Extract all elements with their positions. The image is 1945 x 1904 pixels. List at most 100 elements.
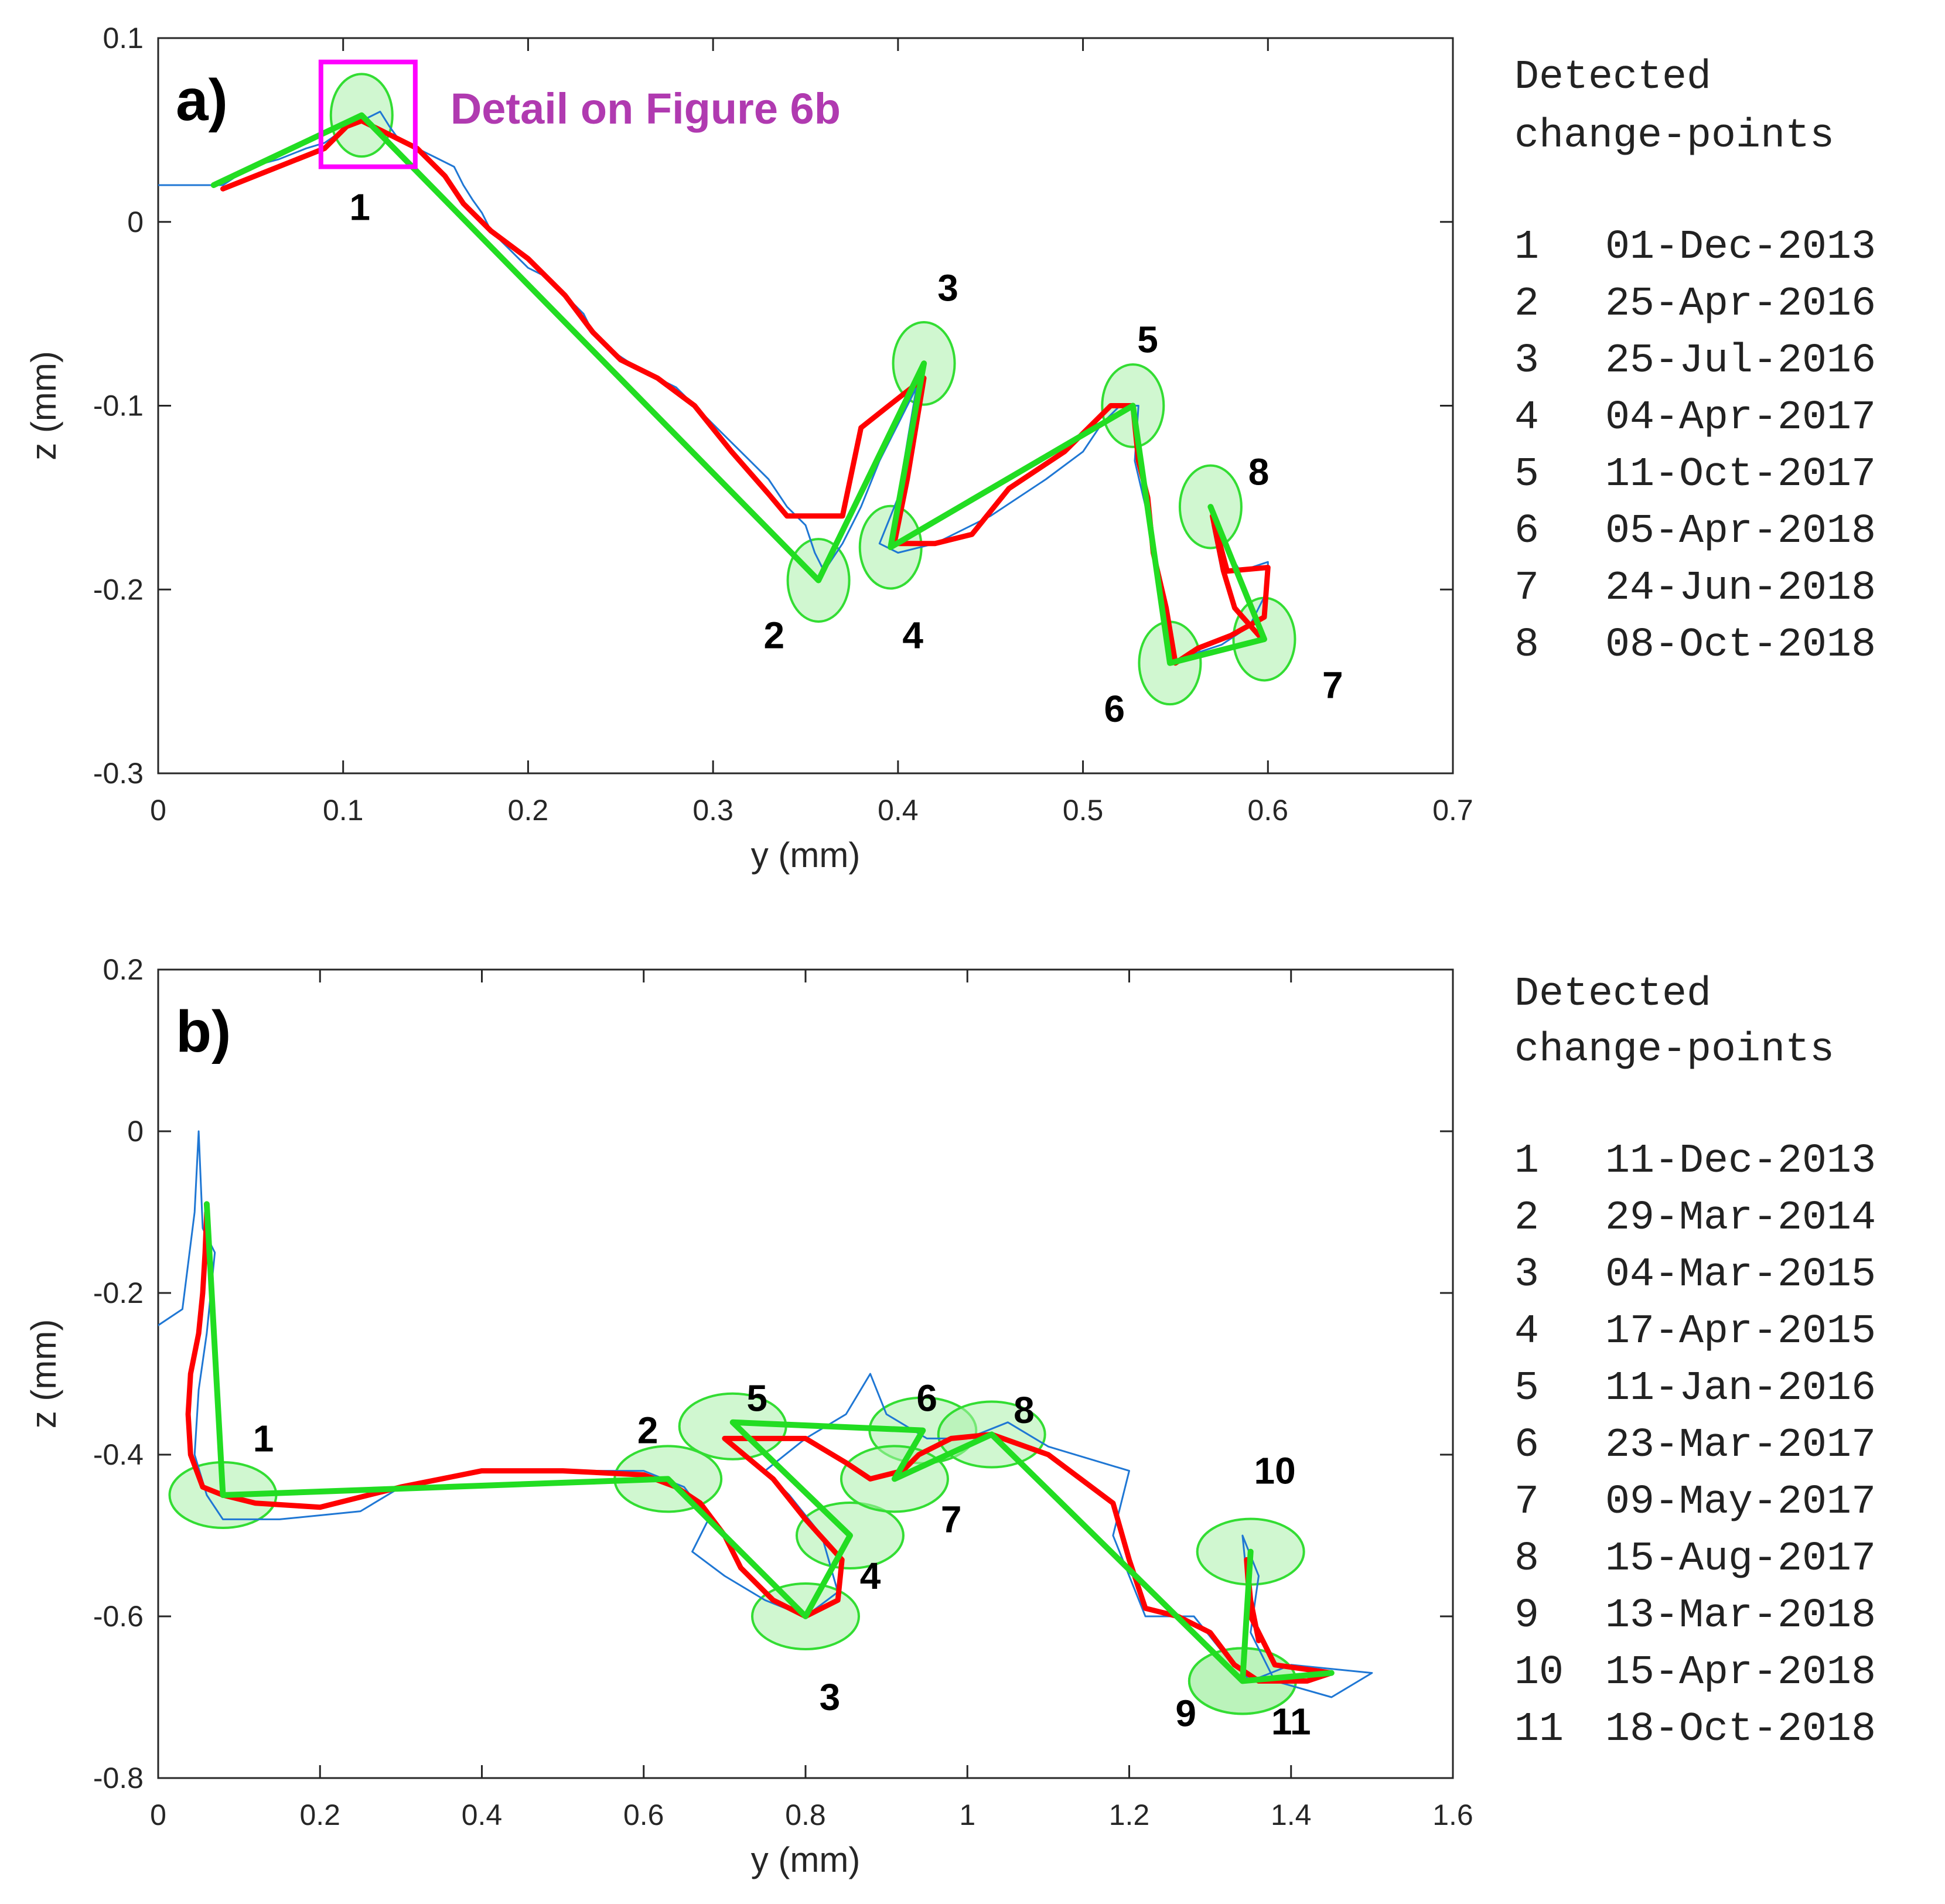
change-point-label: 8	[1014, 1389, 1035, 1431]
legend-date: 04-Apr-2017	[1605, 395, 1876, 441]
legend-id: 2	[1514, 1195, 1539, 1241]
legend-title: change-points	[1514, 113, 1834, 159]
legend-date: 24-Jun-2018	[1605, 565, 1876, 612]
chart-a: 0 0.1 0.2 0.3 0.4 0.5 0.6 0.7 -0.3 -0.2 -0.1 0 0.1 y …	[24, 22, 1876, 875]
change-point-label: 5	[1137, 319, 1158, 361]
x-tick-label: 0.4	[462, 1799, 503, 1831]
legend-date: 08-Oct-2018	[1605, 622, 1876, 668]
change-point-label: 8	[1248, 451, 1270, 493]
x-tick-label: 0.4	[878, 794, 919, 827]
y-tick-label: 0	[127, 1115, 144, 1148]
change-point-label: 2	[637, 1410, 658, 1452]
y-axis-label: z (mm)	[24, 351, 63, 460]
plot-layer	[158, 1130, 1373, 1715]
legend-id: 9	[1514, 1593, 1539, 1639]
legend-id: 6	[1514, 509, 1539, 555]
change-point-label: 6	[1104, 688, 1125, 730]
x-tick-label: 0.2	[508, 794, 549, 827]
legend-id: 6	[1514, 1422, 1539, 1469]
change-point-label: 4	[902, 615, 923, 657]
legend-date: 23-Mar-2017	[1605, 1422, 1876, 1469]
change-point-label: 11	[1271, 1700, 1311, 1742]
legend-title: Detected	[1514, 54, 1711, 101]
legend-date: 04-Mar-2015	[1605, 1252, 1876, 1298]
x-tick-label: 0.3	[692, 794, 733, 827]
legend-id: 7	[1514, 1479, 1539, 1526]
legend-id: 8	[1514, 1536, 1539, 1582]
x-tick-label: 0	[150, 1799, 166, 1831]
legend-id: 8	[1514, 622, 1539, 668]
detail-annotation: Detail on Figure 6b	[451, 84, 841, 133]
change-point-label: 10	[1254, 1450, 1296, 1492]
y-tick-label: -0.3	[93, 757, 144, 790]
legend-title: Detected	[1514, 971, 1711, 1018]
y-tick-label: 0.2	[103, 953, 144, 986]
legend-date: 17-Apr-2015	[1605, 1309, 1876, 1355]
y-tick-label: 0.1	[103, 22, 144, 54]
x-tick-label: 1	[959, 1799, 975, 1831]
change-point-label: 3	[820, 1676, 841, 1718]
legend-id: 3	[1514, 1252, 1539, 1298]
x-tick-label: 0	[150, 794, 166, 827]
x-tick-label: 1.2	[1109, 1799, 1150, 1831]
legend-id: 4	[1514, 1309, 1539, 1355]
x-tick-label: 0.6	[1248, 794, 1289, 827]
legend-id: 7	[1514, 565, 1539, 612]
y-tick-label: -0.4	[93, 1438, 144, 1471]
legend-date: 25-Apr-2016	[1605, 281, 1876, 327]
legend-date: 01-Dec-2013	[1605, 224, 1876, 271]
x-tick-label: 0.7	[1432, 794, 1473, 827]
chart-b: 0 0.2 0.4 0.6 0.8 1 1.2 1.4 1.6 -0.8 -0.6 -0.4 -0.2 0…	[24, 953, 1876, 1879]
x-axis-label: y (mm)	[751, 1840, 861, 1879]
x-tick-label: 0.8	[785, 1799, 826, 1831]
legend-date: 13-Mar-2018	[1605, 1593, 1876, 1639]
y-tick-label: -0.8	[93, 1762, 144, 1794]
legend-date: 15-Aug-2017	[1605, 1536, 1876, 1582]
x-tick-label: 0.1	[323, 794, 364, 827]
y-tick-label: -0.6	[93, 1600, 144, 1633]
y-tick-label: -0.1	[93, 390, 144, 422]
change-point-label: 9	[1175, 1693, 1196, 1735]
legend-id: 11	[1514, 1707, 1564, 1753]
x-axis-label: y (mm)	[751, 835, 861, 875]
legend-date: 11-Jan-2016	[1605, 1366, 1876, 1412]
change-point-label: 7	[941, 1498, 962, 1540]
plot-layer	[158, 73, 1296, 706]
legend-date: 29-Mar-2014	[1605, 1195, 1876, 1241]
legend-date: 05-Apr-2018	[1605, 509, 1876, 555]
y-axis-label: z (mm)	[24, 1319, 63, 1429]
x-tick-label: 0.5	[1063, 794, 1104, 827]
change-point-label: 1	[349, 186, 370, 228]
legend-id: 1	[1514, 224, 1539, 271]
panel-letter: a)	[176, 67, 228, 133]
legend-date: 15-Apr-2018	[1605, 1650, 1876, 1696]
legend-id: 4	[1514, 395, 1539, 441]
x-tick-label: 1.6	[1432, 1799, 1473, 1831]
series-segments	[203, 1201, 1335, 1684]
y-tick-label: -0.2	[93, 1277, 144, 1309]
legend-id: 5	[1514, 452, 1539, 498]
detail-box	[318, 59, 418, 169]
legend-date: 18-Oct-2018	[1605, 1707, 1876, 1753]
panel-letter: b)	[176, 999, 231, 1064]
change-point-label: 2	[764, 615, 785, 657]
change-point-label: 6	[916, 1377, 937, 1419]
legend-id: 1	[1514, 1138, 1539, 1185]
y-tick-label: 0	[127, 206, 144, 238]
y-tick-label: -0.2	[93, 573, 144, 606]
x-tick-label: 0.2	[299, 1799, 340, 1831]
change-point-label: 5	[746, 1377, 767, 1419]
change-point-label: 1	[253, 1417, 274, 1459]
x-tick-label: 1.4	[1271, 1799, 1312, 1831]
legend-date: 09-May-2017	[1605, 1479, 1876, 1526]
change-point-label: 7	[1322, 664, 1343, 706]
change-point-label: 3	[937, 267, 958, 309]
legend-id: 3	[1514, 338, 1539, 384]
legend-date: 11-Oct-2017	[1605, 452, 1876, 498]
legend-date: 25-Jul-2016	[1605, 338, 1876, 384]
legend-date: 11-Dec-2013	[1605, 1138, 1876, 1185]
series-segments	[210, 112, 1267, 666]
legend-title: change-points	[1514, 1027, 1834, 1073]
legend-id: 2	[1514, 281, 1539, 327]
